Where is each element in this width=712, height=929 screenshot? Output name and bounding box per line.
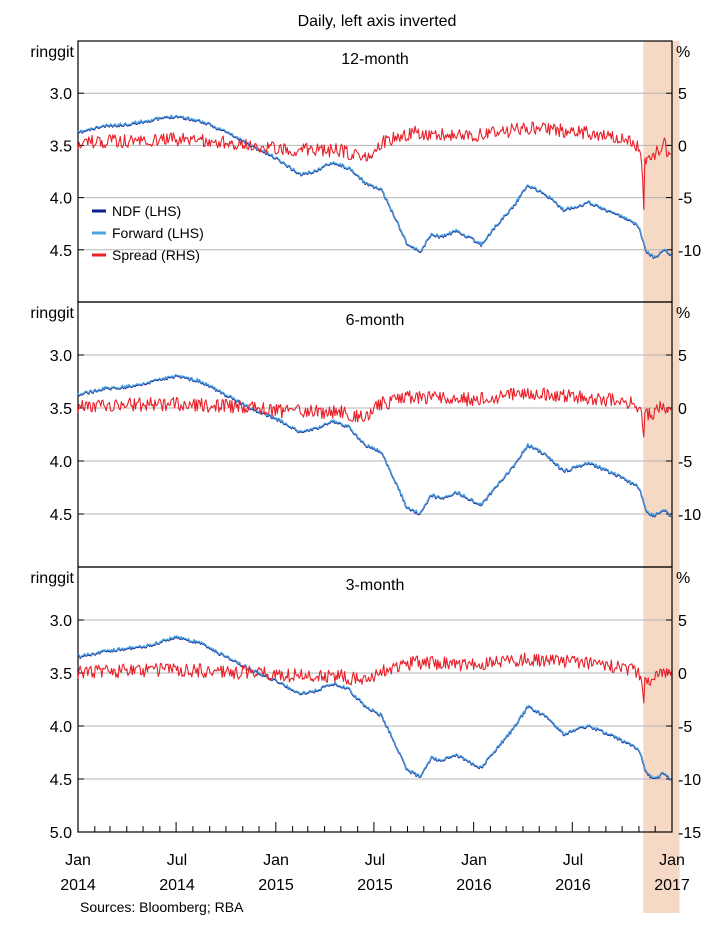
x-tick-month: Jan (461, 852, 487, 869)
left-tick-label: 4.0 (50, 191, 72, 208)
left-tick-label: 4.5 (50, 243, 72, 260)
right-tick-label: -5 (678, 454, 692, 471)
right-tick-label: 0 (678, 138, 687, 155)
left-tick-label: 3.5 (50, 401, 72, 418)
left-tick-label: 3.0 (50, 348, 72, 365)
chart-title: Daily, left axis inverted (298, 13, 457, 30)
right-tick-label: -5 (678, 719, 692, 736)
right-tick-label: -10 (678, 243, 701, 260)
x-tick-year: 2016 (456, 877, 492, 894)
legend-label: NDF (LHS) (112, 203, 181, 219)
shaded-period (643, 41, 680, 913)
right-tick-label: 0 (678, 401, 687, 418)
x-tick-year: 2017 (654, 877, 690, 894)
right-tick-label: -10 (678, 507, 701, 524)
x-tick-month: Jul (563, 852, 583, 869)
right-unit-label: % (676, 570, 690, 587)
panel-frame (77, 301, 673, 568)
spread-line (77, 121, 672, 211)
legend-label: Spread (RHS) (112, 247, 200, 263)
legend-label: Forward (LHS) (112, 225, 204, 241)
x-tick-year: 2014 (159, 877, 195, 894)
panel-title: 12-month (341, 51, 409, 68)
right-tick-label: -10 (678, 772, 701, 789)
left-tick-label: 4.0 (50, 719, 72, 736)
left-tick-label: 3.5 (50, 666, 72, 683)
right-tick-label: 0 (678, 666, 687, 683)
forward-line (77, 635, 672, 780)
right-tick-label: -5 (678, 191, 692, 208)
left-tick-label: 4.0 (50, 454, 72, 471)
spread-line (77, 652, 672, 704)
x-tick-month: Jan (263, 852, 289, 869)
right-unit-label: % (676, 305, 690, 322)
spread-line (77, 387, 672, 438)
x-tick-month: Jan (65, 852, 91, 869)
left-tick-label: 5.0 (50, 825, 72, 842)
x-tick-year: 2016 (555, 877, 591, 894)
right-tick-label: 5 (678, 613, 687, 630)
left-unit-label: ringgit (30, 44, 74, 61)
x-tick-month: Jan (659, 852, 685, 869)
forward-line (77, 114, 672, 259)
ndf-line (77, 635, 672, 781)
right-unit-label: % (676, 44, 690, 61)
forward-line (77, 373, 671, 517)
x-tick-month: Jul (167, 852, 187, 869)
right-tick-label: -15 (678, 825, 701, 842)
left-tick-label: 4.5 (50, 507, 72, 524)
panel-title: 3-month (346, 577, 405, 594)
left-tick-label: 4.5 (50, 772, 72, 789)
panel-frame (77, 566, 673, 833)
x-tick-month: Jul (365, 852, 385, 869)
left-tick-label: 3.0 (50, 613, 72, 630)
right-tick-label: 5 (678, 348, 687, 365)
left-unit-label: ringgit (30, 305, 74, 322)
x-tick-year: 2014 (60, 877, 96, 894)
left-tick-label: 3.0 (50, 86, 72, 103)
x-tick-year: 2015 (357, 877, 393, 894)
x-tick-year: 2015 (258, 877, 294, 894)
left-unit-label: ringgit (30, 570, 74, 587)
left-tick-label: 3.5 (50, 138, 72, 155)
panel-title: 6-month (346, 312, 405, 329)
chart-source: Sources: Bloomberg; RBA (80, 899, 244, 915)
right-tick-label: 5 (678, 86, 687, 103)
